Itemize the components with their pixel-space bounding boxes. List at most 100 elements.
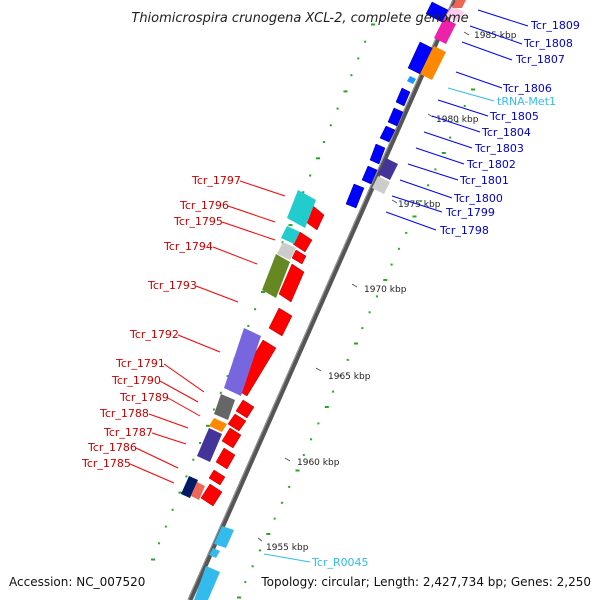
gene-label-tcr-1796[interactable]: Tcr_1796 <box>179 199 229 212</box>
gene-feature-tcr-1794[interactable] <box>278 263 305 303</box>
gene-label-tcr-1802[interactable]: Tcr_1802 <box>466 158 516 171</box>
guide-dot <box>471 88 475 91</box>
gene-label-tcr-1809[interactable]: Tcr_1809 <box>530 19 580 32</box>
guide-dot <box>361 327 364 330</box>
guide-dot <box>251 565 254 568</box>
guide-dot <box>412 215 417 218</box>
guide-dot <box>357 57 360 60</box>
gene-label-tcr-1794[interactable]: Tcr_1794 <box>163 240 213 253</box>
gene-feature-tcr-1804[interactable] <box>387 107 404 127</box>
gene-label-tcr-1793[interactable]: Tcr_1793 <box>147 279 197 292</box>
gene-feature-tcr-1803[interactable] <box>379 125 396 143</box>
guide-dot <box>354 342 358 345</box>
gene-feature-tcr-1801[interactable] <box>361 165 378 185</box>
guide-dot <box>288 224 293 227</box>
guide-dot <box>405 231 408 234</box>
gene-label-tcr-1788[interactable]: Tcr_1788 <box>99 407 149 420</box>
gene-label-tcr-1803[interactable]: Tcr_1803 <box>474 142 524 155</box>
guide-dot <box>339 374 342 377</box>
gene-feature-tcr-1785[interactable] <box>200 483 223 507</box>
gene-feature-tcr-1795[interactable] <box>291 249 307 265</box>
guide-dot <box>258 549 261 552</box>
guide-dots <box>151 23 475 599</box>
guide-dot <box>343 90 348 93</box>
guide-dot <box>336 107 339 110</box>
guide-dot <box>441 152 446 154</box>
guide-dot <box>244 581 247 584</box>
guide-dot <box>254 308 257 311</box>
gene-label-tcr-1791[interactable]: Tcr_1791 <box>115 357 165 370</box>
gene-feature-tcr-1791[interactable] <box>235 399 255 419</box>
gene-label-tcr-1808[interactable]: Tcr_1808 <box>523 37 573 50</box>
gene-feature-tcr-1790[interactable] <box>227 413 247 432</box>
gene-label-tcr-1789[interactable]: Tcr_1789 <box>119 391 169 404</box>
guide-dot <box>324 406 329 408</box>
cog-bar-tcr-1797 <box>287 190 316 228</box>
guide-dot <box>178 491 183 494</box>
gene-label-tcr-1799[interactable]: Tcr_1799 <box>445 206 495 219</box>
left-leader-lines <box>129 180 286 484</box>
gene-label-tcr-1805[interactable]: Tcr_1805 <box>489 110 539 123</box>
cog-bar-tcr-1788 <box>197 428 222 462</box>
gene-label-tcr-1798[interactable]: Tcr_1798 <box>439 224 489 237</box>
guide-dot <box>350 74 353 77</box>
gene-feature-tcr-1789[interactable] <box>221 427 242 449</box>
gene-label-tcr-1800[interactable]: Tcr_1800 <box>453 192 503 205</box>
gene-label-tcr-1787[interactable]: Tcr_1787 <box>103 426 153 439</box>
cog-bar-tcr-1786 <box>181 476 198 498</box>
guide-dot <box>281 241 284 244</box>
guide-dot <box>226 375 229 378</box>
guide-dot <box>390 263 393 266</box>
guide-dot <box>316 157 320 160</box>
guide-dot <box>288 485 291 488</box>
guide-dot <box>261 291 265 293</box>
tick-label-1970: 1970 kbp <box>364 285 407 295</box>
map-title: Thiomicrospira crunogena XCL-2, complete… <box>131 11 468 26</box>
gene-label-tcr-1806[interactable]: Tcr_1806 <box>502 82 552 95</box>
gene-label-tcr-1795[interactable]: Tcr_1795 <box>173 215 223 228</box>
gene-label-tcr-1807[interactable]: Tcr_1807 <box>515 53 565 66</box>
guide-dot <box>317 422 320 425</box>
guide-dot <box>419 200 422 203</box>
tick-label-1955: 1955 kbp <box>266 543 309 553</box>
gene-label-tcr-1804[interactable]: Tcr_1804 <box>481 126 531 139</box>
cog-bar-tcr-1792 <box>224 328 261 396</box>
gene-label-tcr-r0045[interactable]: Tcr_R0045 <box>311 556 369 569</box>
guide-dot <box>237 596 241 599</box>
gene-label-trna-met1[interactable]: tRNA-Met1 <box>497 95 556 108</box>
gene-feature-tcr-1788[interactable] <box>215 447 236 470</box>
gene-feature-tcr-1793[interactable] <box>268 307 293 337</box>
right-leader-lines <box>385 9 529 231</box>
gene-label-tcr-1790[interactable]: Tcr_1790 <box>111 374 161 387</box>
gene-feature-tcr-1805[interactable] <box>395 87 411 107</box>
tick-label-1965: 1965 kbp <box>328 372 371 382</box>
gene-feature-tcr-r0045[interactable] <box>214 526 234 548</box>
guide-dot <box>219 391 222 394</box>
gene-feature-tcr-1787[interactable] <box>208 469 226 486</box>
gene-label-tcr-1785[interactable]: Tcr_1785 <box>81 457 131 470</box>
gene-feature-tcr-1798[interactable] <box>345 183 365 209</box>
guide-dot <box>199 442 202 444</box>
guide-dot <box>247 324 250 327</box>
rna-feature-1[interactable] <box>209 548 220 558</box>
rna-feature-2[interactable] <box>194 566 220 600</box>
tick-label-1980: 1980 kbp <box>436 115 479 125</box>
guide-dot <box>375 295 378 298</box>
cog-bar-tcr-1796 <box>281 226 300 244</box>
cog-bar-tcr-1791 <box>214 394 235 420</box>
gene-feature-tcr-1802[interactable] <box>369 143 386 165</box>
gene-label-tcr-1801[interactable]: Tcr_1801 <box>459 174 509 187</box>
gene-feature-tcr-1806[interactable] <box>407 76 416 84</box>
gene-label-tcr-1786[interactable]: Tcr_1786 <box>87 441 137 454</box>
topology-text: Topology: circular; Length: 2,427,734 bp… <box>260 575 591 589</box>
guide-dot <box>266 533 271 535</box>
tick-marks <box>257 31 470 542</box>
guide-dot <box>151 558 155 561</box>
guide-dot <box>332 390 335 393</box>
cog-bar-tcr-1800 <box>378 158 398 180</box>
gene-label-tcr-1792[interactable]: Tcr_1792 <box>129 328 179 341</box>
guide-dot <box>427 184 430 187</box>
gene-label-tcr-1797[interactable]: Tcr_1797 <box>191 174 241 187</box>
guide-dot <box>456 120 459 123</box>
guide-dot <box>434 168 437 171</box>
